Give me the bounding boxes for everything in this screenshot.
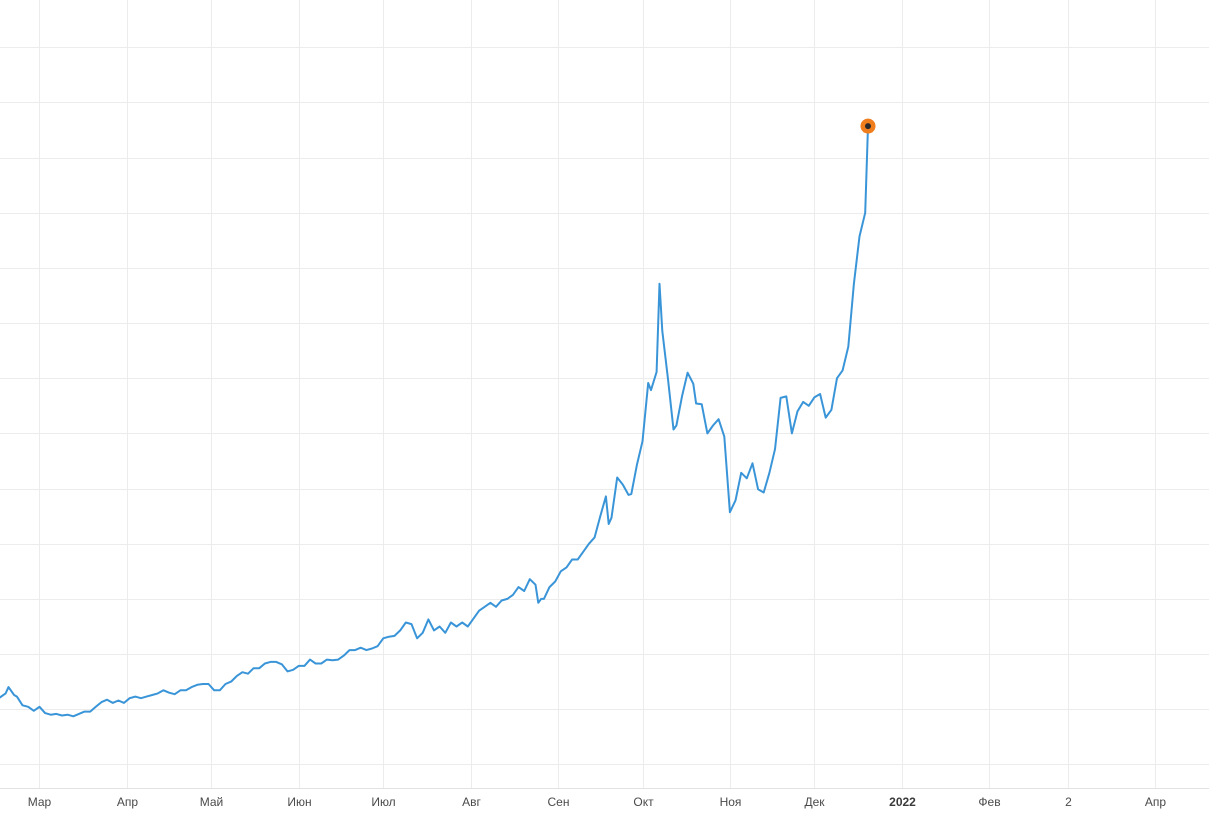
x-tick-label: Сен: [548, 795, 570, 809]
x-tick-label: Авг: [462, 795, 481, 809]
x-tick-label: 2: [1065, 795, 1072, 809]
x-axis: Мар Апр Май Июн Июл Авг Сен Окт Ноя Дек 2022 Фев 2 Ап…: [0, 788, 1209, 809]
x-tick-label: Май: [200, 795, 224, 809]
last-point-marker: [860, 118, 876, 134]
x-tick-label: 2022: [889, 795, 916, 809]
x-tick-label: Апр: [117, 795, 139, 809]
gridlines: [0, 0, 1209, 788]
x-tick-label: Ноя: [720, 795, 742, 809]
x-tick-label: Дек: [804, 795, 825, 809]
x-tick-label: Фев: [978, 795, 1000, 809]
series-layer: [0, 125, 869, 718]
x-tick-label: Июл: [371, 795, 395, 809]
x-tick-label: Мар: [28, 795, 52, 809]
x-tick-label: Апр: [1145, 795, 1167, 809]
series-line: [0, 125, 869, 718]
x-tick-label: Июн: [287, 795, 311, 809]
x-tick-label: Окт: [633, 795, 654, 809]
last-point-dot-center: [865, 123, 871, 130]
